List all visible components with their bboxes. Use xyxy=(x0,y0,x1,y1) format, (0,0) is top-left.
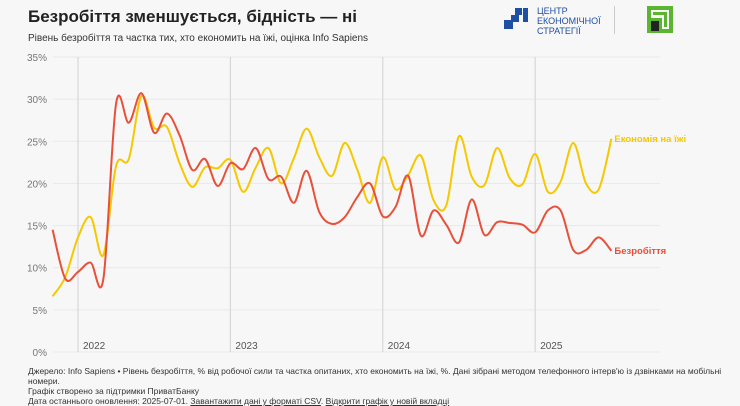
x-tick-label: 2022 xyxy=(83,341,106,352)
x-tick-label: 2024 xyxy=(388,341,411,352)
y-tick-label: 10% xyxy=(27,264,47,275)
y-tick-label: 35% xyxy=(27,53,47,64)
series-label: Економія на їжі xyxy=(614,134,686,145)
series-label: Безробіття xyxy=(614,246,666,257)
series-line-unemployment xyxy=(51,92,613,289)
y-tick-label: 25% xyxy=(27,137,47,148)
separator: . xyxy=(320,396,324,406)
chart-footer: Джерело: Info Sapiens • Рівень безробітт… xyxy=(28,366,740,406)
open-chart-new-tab-link[interactable]: Відкрити графік у новій вкладці xyxy=(325,396,450,406)
x-tick-label: 2025 xyxy=(540,341,563,352)
y-tick-label: 20% xyxy=(27,179,47,190)
ces-logo-text: ЦЕНТР ЕКОНОМІЧНОЇ СТРАТЕГІЇ xyxy=(537,6,601,36)
ces-logo-mark-icon xyxy=(504,8,528,29)
download-csv-link[interactable]: Завантажити дані у форматі CSV xyxy=(190,396,321,406)
update-date: Дата останнього оновлення: 2025-07-01. xyxy=(28,396,188,406)
chart-subtitle: Рівень безробіття та частка тих, хто еко… xyxy=(28,33,369,44)
y-tick-label: 0% xyxy=(33,348,48,359)
ces-logo[interactable]: ЦЕНТР ЕКОНОМІЧНОЇ СТРАТЕГІЇ xyxy=(503,6,633,36)
chart-title: Безробіття зменшується, бідність — ні xyxy=(28,7,358,26)
y-tick-label: 30% xyxy=(27,95,47,106)
source-note: Джерело: Info Sapiens • Рівень безробітт… xyxy=(28,366,722,386)
y-tick-label: 15% xyxy=(27,222,47,233)
support-note: Графік створено за підтримки ПриватБанку xyxy=(28,386,200,396)
x-tick-label: 2023 xyxy=(235,341,258,352)
series-line-food-savings xyxy=(51,94,613,297)
logo-divider xyxy=(614,6,615,34)
privatbank-logo[interactable] xyxy=(647,6,673,33)
privatbank-logo-icon xyxy=(647,6,673,33)
y-tick-label: 5% xyxy=(33,306,48,317)
line-chart: 0% 5% 10% 15% 20% 25% 30% 35% 2022 2023 2024 2025 Ек… xyxy=(27,53,686,359)
